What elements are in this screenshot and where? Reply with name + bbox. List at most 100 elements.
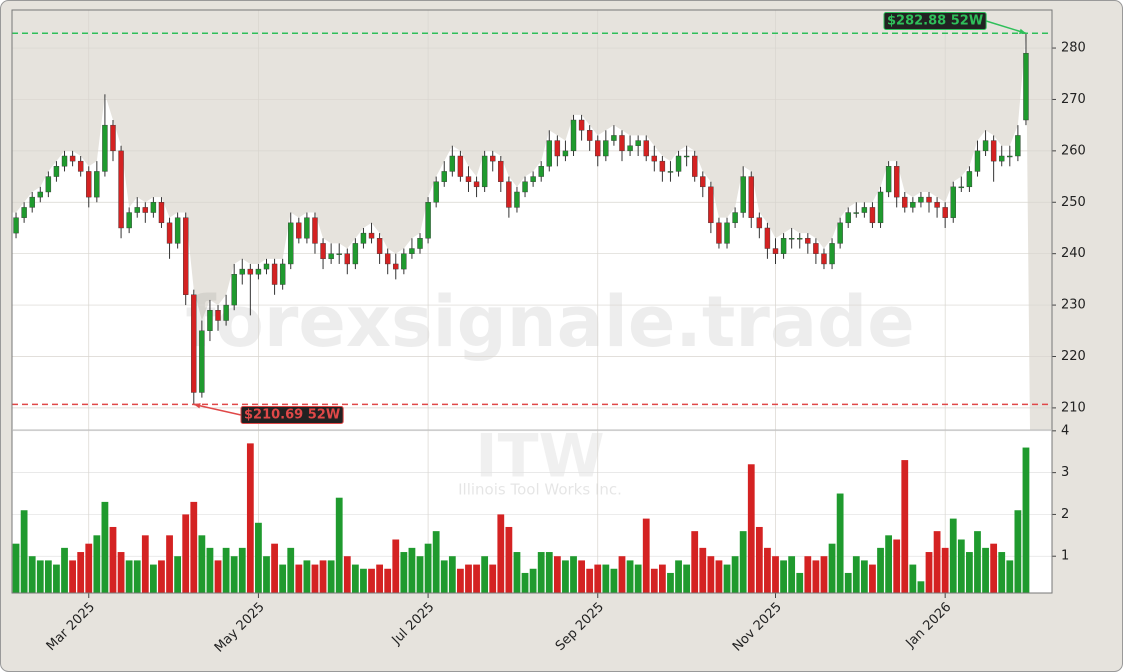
candle-body <box>207 310 213 331</box>
candle-body <box>126 212 132 229</box>
candle-body <box>86 171 92 198</box>
candle-body <box>215 310 221 321</box>
candle-body <box>312 217 318 244</box>
volume-bar <box>626 560 634 593</box>
volume-bar <box>852 556 860 593</box>
volume-bar <box>343 556 351 593</box>
volume-bar <box>1006 560 1014 593</box>
range-arrow-head <box>193 403 201 409</box>
y-tick-label: 210 <box>1061 400 1086 415</box>
candle-body <box>506 181 512 208</box>
candle-body <box>514 191 520 208</box>
volume-bar <box>287 547 295 593</box>
candle-body <box>21 207 27 218</box>
volume-bar <box>36 560 44 593</box>
volume-bar <box>448 556 456 593</box>
volume-bar <box>974 531 981 593</box>
candle-body <box>409 248 415 254</box>
range-arrow <box>193 403 242 416</box>
volume-bar <box>788 556 796 593</box>
volume-bar <box>780 560 787 593</box>
candle-body <box>457 155 464 177</box>
volume-bar <box>949 518 957 593</box>
volume-bar <box>77 552 85 593</box>
volume-tick-label: 3 <box>1061 465 1069 480</box>
candle-body <box>1023 52 1029 121</box>
volume-bar <box>925 552 933 593</box>
volume-bar <box>222 547 230 593</box>
candle-body <box>627 145 633 152</box>
candle-body <box>829 243 835 265</box>
y-tick-label: 230 <box>1061 298 1086 313</box>
candle-body <box>481 155 488 188</box>
volume-bar <box>20 510 28 593</box>
candle-body <box>732 212 738 224</box>
candle-body <box>94 171 100 198</box>
candle-body <box>279 263 286 285</box>
volume-bar <box>271 543 278 593</box>
volume-bar <box>457 568 464 593</box>
volume-bar <box>166 535 173 593</box>
candle-body <box>692 155 698 177</box>
candle-body <box>1007 155 1013 158</box>
volume-bar <box>1022 447 1030 593</box>
candle-body <box>643 140 649 157</box>
candle-body <box>772 248 779 254</box>
volume-bar <box>917 581 925 593</box>
candle-body <box>869 207 876 224</box>
candle-body <box>716 222 722 244</box>
volume-bar <box>335 497 343 593</box>
candle-body <box>788 238 795 240</box>
candle-body <box>255 268 262 275</box>
candle-body <box>756 217 763 229</box>
volume-bar <box>650 568 658 593</box>
volume-bar <box>416 556 424 593</box>
candle-body <box>166 222 173 244</box>
volume-bar <box>675 560 682 593</box>
candle-body <box>530 176 536 182</box>
volume-bar <box>149 564 157 593</box>
volume-bar <box>141 535 149 593</box>
candle-body <box>837 222 843 244</box>
candle-body <box>271 263 278 285</box>
range-label: $210.69 52W <box>244 408 340 423</box>
range-label: $282.88 52W <box>887 14 983 29</box>
volume-bar <box>198 535 206 593</box>
candle-body <box>134 207 140 213</box>
candle-body <box>821 253 827 265</box>
volume-bar <box>772 556 779 593</box>
volume-bar <box>432 531 440 593</box>
volume-bar <box>885 535 893 593</box>
volume-bar <box>61 547 68 593</box>
candle-body <box>368 232 375 239</box>
candle-body <box>13 217 19 234</box>
volume-bar <box>117 552 125 593</box>
volume-bar <box>319 560 327 593</box>
volume-bar <box>893 539 901 593</box>
candle-body <box>441 171 447 182</box>
watermark: forexsignale.trade <box>185 281 914 363</box>
volume-bar <box>860 560 868 593</box>
candle-body <box>635 140 641 146</box>
candle-body <box>449 155 456 172</box>
candle-body <box>554 140 561 157</box>
candle-body <box>288 222 294 265</box>
volume-bar <box>125 560 133 593</box>
candle-body <box>433 181 439 203</box>
volume-bar <box>982 547 989 593</box>
candle-body <box>780 238 787 254</box>
candle-body <box>797 238 803 240</box>
volume-bar <box>966 552 973 593</box>
candle-body <box>320 243 326 260</box>
candle-body <box>344 253 350 265</box>
volume-bar <box>53 564 60 593</box>
volume-bar <box>755 526 763 593</box>
candle-body <box>352 243 359 265</box>
candle-body <box>902 196 908 208</box>
volume-bar <box>473 564 480 593</box>
candle-body <box>966 171 973 188</box>
candle-body <box>958 186 965 189</box>
volume-bar <box>424 543 432 593</box>
volume-bar <box>537 552 545 593</box>
volume-bar <box>553 556 561 593</box>
